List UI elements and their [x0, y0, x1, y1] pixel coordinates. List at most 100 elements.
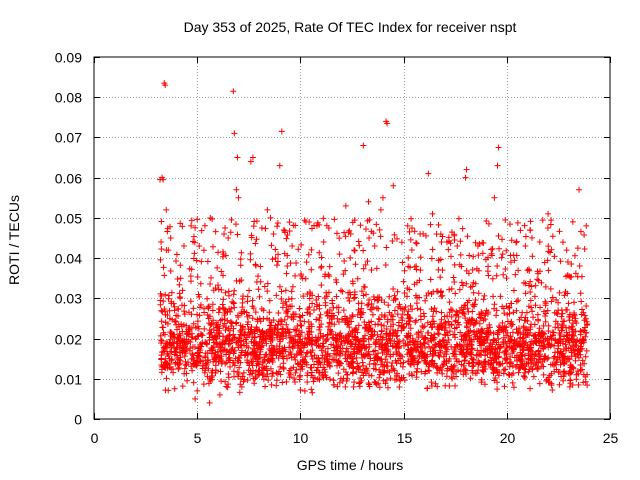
data-point	[443, 373, 450, 380]
data-point	[251, 218, 258, 225]
data-point	[326, 273, 333, 280]
data-point	[485, 361, 492, 368]
data-point	[484, 325, 491, 332]
data-point	[232, 221, 239, 228]
data-point	[387, 316, 394, 323]
data-point	[421, 370, 428, 377]
data-point	[376, 384, 383, 391]
data-point	[479, 239, 486, 246]
data-point	[470, 356, 477, 363]
data-point	[445, 318, 452, 325]
data-point	[349, 327, 356, 334]
data-point	[515, 329, 522, 336]
data-point	[427, 276, 434, 283]
data-point	[229, 298, 236, 305]
data-point	[560, 369, 567, 376]
data-point	[339, 288, 346, 295]
data-point	[258, 369, 265, 376]
data-point	[249, 303, 256, 310]
data-point	[389, 332, 396, 339]
data-point	[185, 328, 192, 335]
data-point	[211, 339, 218, 346]
data-point	[475, 252, 482, 259]
data-point	[308, 364, 315, 371]
data-point	[360, 265, 367, 272]
data-point	[355, 306, 362, 313]
data-point	[206, 327, 213, 334]
data-point	[488, 357, 495, 364]
data-point	[513, 239, 520, 246]
data-point	[166, 355, 173, 362]
data-point	[485, 358, 492, 365]
data-point	[545, 248, 552, 255]
data-point	[211, 355, 218, 362]
data-point	[222, 252, 229, 259]
data-point	[340, 375, 347, 382]
data-point	[247, 329, 254, 336]
data-point	[168, 289, 175, 296]
data-point	[393, 372, 400, 379]
data-point	[307, 349, 314, 356]
data-point	[378, 296, 385, 303]
data-point	[448, 313, 455, 320]
data-point	[448, 343, 455, 350]
data-point	[208, 333, 215, 340]
data-point	[228, 216, 235, 223]
data-point	[390, 286, 397, 293]
data-point	[158, 356, 165, 363]
data-point	[209, 307, 216, 314]
data-point	[491, 301, 498, 308]
data-point	[540, 355, 547, 362]
data-point	[166, 307, 173, 314]
data-point	[237, 352, 244, 359]
data-point	[360, 142, 367, 149]
data-point	[164, 365, 171, 372]
data-point	[400, 337, 407, 344]
data-point	[548, 380, 555, 387]
y-tick-label: 0	[74, 412, 82, 428]
data-point	[254, 316, 261, 323]
data-point	[159, 308, 166, 315]
data-point	[225, 341, 232, 348]
data-point	[286, 367, 293, 374]
data-point	[429, 361, 436, 368]
data-point	[304, 309, 311, 316]
data-point	[409, 372, 416, 379]
data-point	[573, 376, 580, 383]
data-point	[304, 379, 311, 386]
data-point	[390, 297, 397, 304]
data-point	[551, 342, 558, 349]
data-point	[190, 379, 197, 386]
data-point	[396, 383, 403, 390]
data-point	[205, 304, 212, 311]
data-point	[490, 293, 497, 300]
data-point	[556, 329, 563, 336]
data-point	[201, 325, 208, 332]
data-point	[478, 309, 485, 316]
data-point	[342, 267, 349, 274]
data-point	[278, 288, 285, 295]
data-point	[162, 291, 169, 298]
data-point	[311, 361, 318, 368]
data-point	[350, 295, 357, 302]
data-point	[214, 282, 221, 289]
data-point	[318, 347, 325, 354]
data-point	[213, 335, 220, 342]
data-point	[295, 342, 302, 349]
data-point	[251, 328, 258, 335]
data-point	[160, 264, 167, 271]
data-point	[175, 364, 182, 371]
y-axis-title: ROTI / TECUs	[6, 195, 22, 285]
data-point	[194, 387, 201, 394]
data-point	[305, 251, 312, 258]
data-point	[317, 311, 324, 318]
data-point	[531, 337, 538, 344]
data-point	[530, 360, 537, 367]
data-point	[283, 309, 290, 316]
data-point	[235, 313, 242, 320]
data-point	[383, 376, 390, 383]
data-point	[245, 318, 252, 325]
data-point	[564, 337, 571, 344]
data-point	[226, 354, 233, 361]
data-point	[217, 368, 224, 375]
